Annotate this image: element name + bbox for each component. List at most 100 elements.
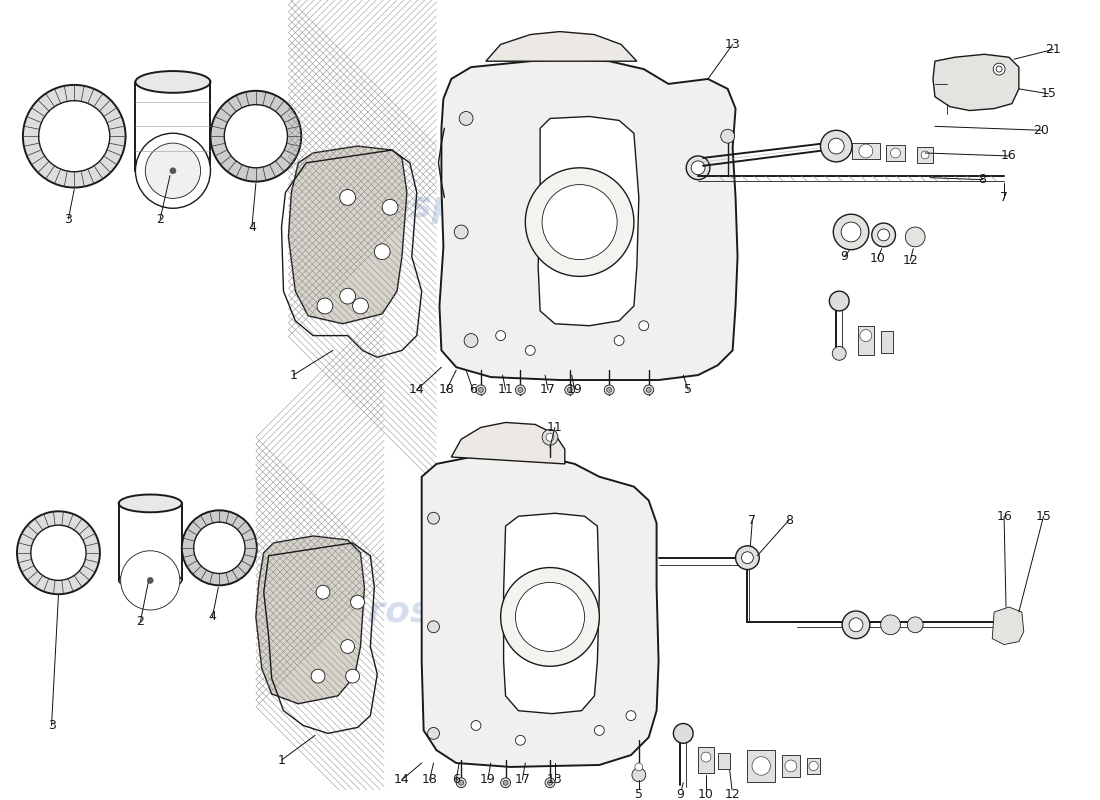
Text: 17: 17 [515, 774, 530, 786]
Circle shape [382, 199, 398, 215]
Circle shape [317, 298, 333, 314]
Circle shape [147, 578, 153, 583]
Circle shape [821, 130, 852, 162]
Circle shape [568, 387, 572, 392]
Circle shape [997, 66, 1002, 72]
Circle shape [353, 298, 369, 314]
Circle shape [859, 144, 872, 158]
Polygon shape [881, 330, 893, 354]
Circle shape [464, 334, 477, 347]
Text: 14: 14 [409, 383, 425, 396]
Circle shape [639, 321, 649, 330]
Circle shape [500, 778, 510, 788]
Circle shape [121, 550, 180, 610]
Circle shape [546, 434, 554, 442]
Text: 21: 21 [1045, 43, 1062, 56]
Circle shape [614, 336, 624, 346]
Circle shape [631, 768, 646, 782]
Circle shape [518, 387, 522, 392]
Text: 18: 18 [439, 383, 454, 396]
Circle shape [701, 752, 711, 762]
Circle shape [476, 385, 486, 395]
Text: eurospares: eurospares [317, 190, 546, 224]
Circle shape [736, 546, 759, 570]
Text: 11: 11 [547, 421, 563, 434]
Polygon shape [933, 54, 1019, 110]
Circle shape [604, 385, 614, 395]
Text: 10: 10 [870, 252, 886, 265]
Bar [487, 701, 559, 750]
Polygon shape [504, 514, 600, 714]
Polygon shape [538, 117, 639, 326]
Circle shape [849, 618, 862, 632]
Circle shape [471, 721, 481, 730]
Text: 19: 19 [480, 774, 496, 786]
Polygon shape [917, 147, 933, 163]
Circle shape [891, 148, 901, 158]
Circle shape [526, 346, 536, 355]
Circle shape [374, 244, 390, 259]
Circle shape [456, 778, 466, 788]
Circle shape [145, 143, 200, 198]
Circle shape [496, 330, 506, 341]
Circle shape [500, 567, 600, 666]
Text: 14: 14 [394, 774, 410, 786]
Polygon shape [698, 747, 714, 773]
Circle shape [548, 780, 552, 786]
Circle shape [626, 710, 636, 721]
Polygon shape [486, 31, 637, 61]
Circle shape [908, 617, 923, 633]
Circle shape [542, 185, 617, 259]
Polygon shape [806, 758, 821, 774]
Circle shape [182, 510, 256, 586]
Circle shape [644, 385, 653, 395]
Circle shape [503, 780, 508, 786]
Circle shape [428, 621, 439, 633]
Polygon shape [852, 143, 880, 159]
Polygon shape [451, 422, 564, 464]
Circle shape [546, 778, 554, 788]
Circle shape [340, 288, 355, 304]
Text: 12: 12 [902, 254, 918, 267]
Text: 19: 19 [566, 383, 583, 396]
Circle shape [752, 757, 770, 775]
Circle shape [428, 512, 439, 524]
Circle shape [594, 726, 604, 735]
Circle shape [673, 723, 693, 743]
Circle shape [872, 223, 895, 246]
Text: eurospares: eurospares [317, 595, 546, 629]
Circle shape [516, 385, 526, 395]
Text: 16: 16 [997, 510, 1012, 522]
Text: 4: 4 [209, 610, 217, 623]
Text: 20: 20 [1034, 124, 1049, 137]
Circle shape [842, 222, 861, 242]
Circle shape [311, 670, 324, 683]
Text: 17: 17 [540, 383, 556, 396]
Circle shape [194, 522, 245, 574]
Circle shape [23, 85, 125, 187]
Circle shape [828, 138, 844, 154]
Circle shape [635, 763, 642, 771]
Circle shape [878, 229, 890, 241]
Polygon shape [421, 454, 659, 767]
Polygon shape [886, 145, 905, 161]
Circle shape [516, 735, 526, 746]
Text: 5: 5 [635, 788, 642, 800]
Circle shape [210, 91, 301, 182]
Text: 6: 6 [469, 383, 477, 396]
Text: 5: 5 [684, 383, 692, 396]
Text: 3: 3 [65, 213, 73, 226]
Text: 2: 2 [136, 615, 144, 628]
Text: 11: 11 [497, 383, 514, 396]
Text: 1: 1 [289, 369, 297, 382]
Circle shape [843, 611, 870, 638]
Circle shape [542, 430, 558, 445]
Text: 8: 8 [785, 514, 793, 526]
Text: 10: 10 [698, 788, 714, 800]
Circle shape [829, 291, 849, 311]
Text: 7: 7 [748, 514, 757, 526]
Circle shape [170, 168, 176, 174]
Circle shape [340, 190, 355, 206]
Text: 4: 4 [248, 221, 256, 234]
Circle shape [459, 111, 473, 126]
